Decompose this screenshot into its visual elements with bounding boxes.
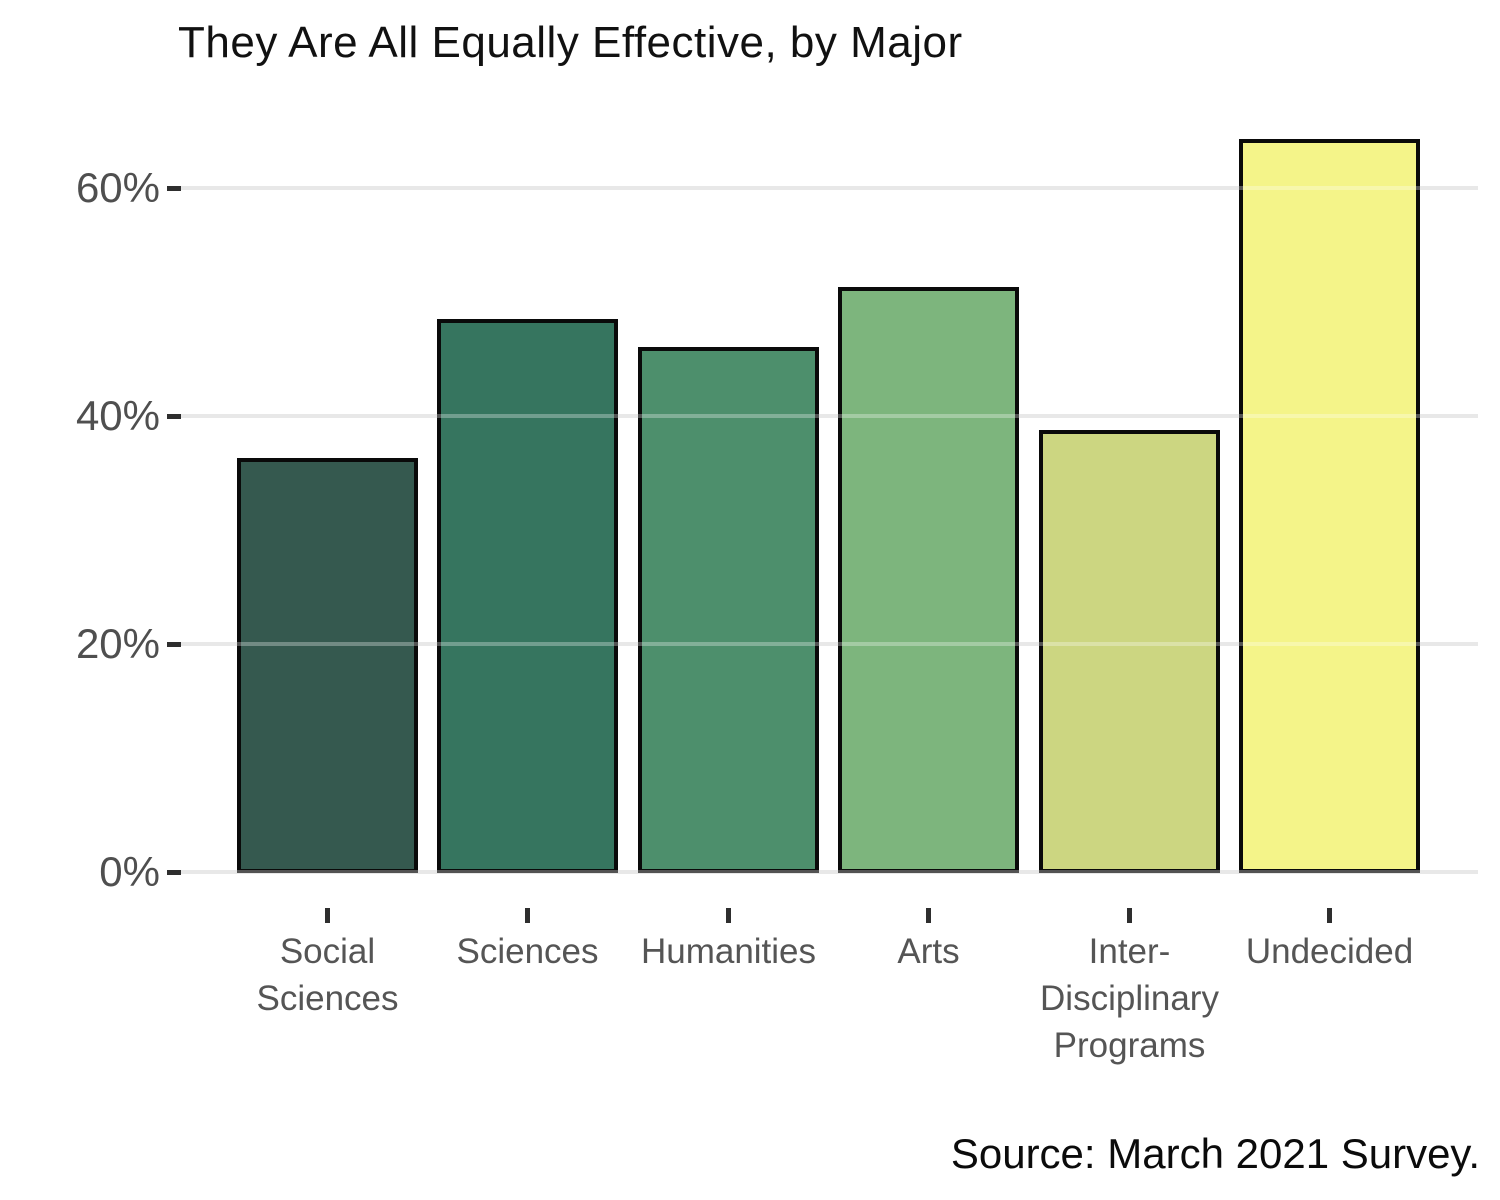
y-axis-tick [167, 186, 181, 191]
x-axis-tick-label: Arts [799, 928, 1059, 975]
x-axis-label-line: Arts [897, 932, 960, 971]
y-axis-tick-label: 0% [99, 848, 160, 895]
bar-undecided [1239, 139, 1420, 873]
source-caption: Source: March 2021 Survey. [950, 1130, 1480, 1177]
gridline [181, 186, 1478, 190]
x-axis-tick [1127, 908, 1132, 923]
bar-humanities [638, 347, 819, 873]
gridline [181, 870, 1478, 874]
gridline-overlay [181, 642, 1478, 646]
x-axis-tick [1327, 908, 1332, 923]
x-axis-tick-label: Humanities [599, 928, 859, 975]
y-axis-tick-label: 60% [75, 164, 160, 211]
bar-inter-disciplinary-programs [1039, 430, 1220, 873]
x-axis-tick [325, 908, 330, 923]
x-axis-label-line: Social [279, 932, 376, 971]
bar-sciences [437, 319, 618, 873]
x-axis-tick [926, 908, 931, 923]
x-axis-label-line: Programs [1053, 1026, 1206, 1065]
x-axis-label-line: Undecided [1245, 932, 1414, 971]
bar-social-sciences [237, 458, 418, 873]
y-axis-tick [167, 870, 181, 875]
gridline-overlay [181, 186, 1478, 190]
chart-title: They Are All Equally Effective, by Major [178, 18, 963, 67]
gridline [181, 642, 1478, 646]
x-axis-tick [525, 908, 530, 923]
x-axis-tick [726, 908, 731, 923]
gridline-overlay [181, 870, 1478, 874]
x-axis-tick-label: Inter- Disciplinary Programs [1000, 928, 1260, 1069]
x-axis-label-line: Sciences [256, 979, 399, 1018]
y-axis-tick-label: 40% [75, 392, 160, 439]
x-axis-label-line: Inter- [1088, 932, 1171, 971]
y-axis-tick [167, 414, 181, 419]
x-axis-tick-label: Sciences [398, 928, 658, 975]
x-axis-tick-label: Undecided [1200, 928, 1460, 975]
gridline [181, 414, 1478, 418]
x-axis-tick-label: Social Sciences [198, 928, 458, 1022]
bar-arts [838, 287, 1019, 873]
x-axis-label-line: Disciplinary [1040, 979, 1219, 1018]
x-axis-label-line: Humanities [640, 932, 817, 971]
y-axis-tick [167, 642, 181, 647]
y-axis-tick-label: 20% [75, 620, 160, 667]
x-axis-label-line: Sciences [456, 932, 599, 971]
gridline-overlay [181, 414, 1478, 418]
